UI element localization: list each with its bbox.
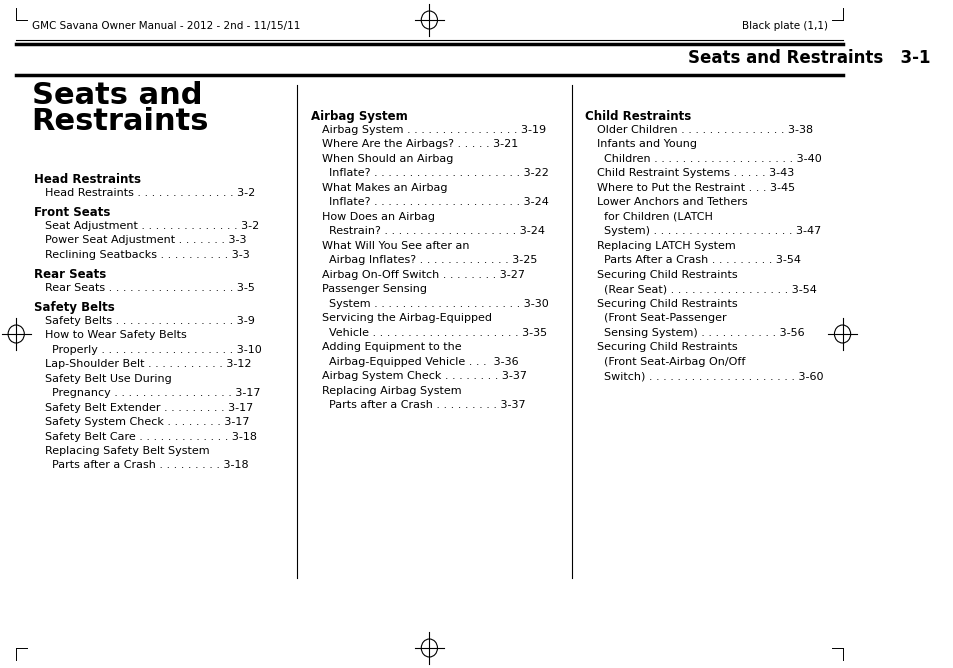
Text: Switch) . . . . . . . . . . . . . . . . . . . . . 3-60: Switch) . . . . . . . . . . . . . . . . …: [597, 371, 822, 381]
Text: Front Seats: Front Seats: [34, 206, 111, 219]
Text: Older Children . . . . . . . . . . . . . . . 3-38: Older Children . . . . . . . . . . . . .…: [597, 124, 812, 134]
Text: GMC Savana Owner Manual - 2012 - 2nd - 11/15/11: GMC Savana Owner Manual - 2012 - 2nd - 1…: [31, 21, 299, 31]
Text: How to Wear Safety Belts: How to Wear Safety Belts: [45, 330, 187, 340]
Text: Seat Adjustment . . . . . . . . . . . . . . 3-2: Seat Adjustment . . . . . . . . . . . . …: [45, 220, 259, 230]
Text: Pregnancy . . . . . . . . . . . . . . . . . 3-17: Pregnancy . . . . . . . . . . . . . . . …: [45, 388, 260, 398]
Text: Black plate (1,1): Black plate (1,1): [741, 21, 827, 31]
Text: Children . . . . . . . . . . . . . . . . . . . . 3-40: Children . . . . . . . . . . . . . . . .…: [597, 154, 821, 164]
Text: Parts After a Crash . . . . . . . . . 3-54: Parts After a Crash . . . . . . . . . 3-…: [597, 255, 800, 265]
Text: (Front Seat-Passenger: (Front Seat-Passenger: [597, 313, 725, 323]
Text: Airbag On-Off Switch . . . . . . . . 3-27: Airbag On-Off Switch . . . . . . . . 3-2…: [322, 269, 525, 279]
Text: Rear Seats: Rear Seats: [34, 268, 107, 281]
Text: Airbag-Equipped Vehicle . . .  3-36: Airbag-Equipped Vehicle . . . 3-36: [322, 357, 518, 367]
Text: Vehicle . . . . . . . . . . . . . . . . . . . . . 3-35: Vehicle . . . . . . . . . . . . . . . . …: [322, 327, 547, 337]
Text: Airbag System Check . . . . . . . . 3-37: Airbag System Check . . . . . . . . 3-37: [322, 371, 527, 381]
Text: Where to Put the Restraint . . . 3-45: Where to Put the Restraint . . . 3-45: [597, 182, 794, 192]
Text: Properly . . . . . . . . . . . . . . . . . . . 3-10: Properly . . . . . . . . . . . . . . . .…: [45, 345, 261, 355]
Text: Safety System Check . . . . . . . . 3-17: Safety System Check . . . . . . . . 3-17: [45, 417, 250, 427]
Text: Infants and Young: Infants and Young: [597, 139, 696, 149]
Text: for Children (LATCH: for Children (LATCH: [597, 212, 712, 222]
Text: Replacing Airbag System: Replacing Airbag System: [322, 385, 461, 395]
Text: Child Restraint Systems . . . . . 3-43: Child Restraint Systems . . . . . 3-43: [597, 168, 793, 178]
Text: (Front Seat-Airbag On/Off: (Front Seat-Airbag On/Off: [597, 357, 744, 367]
Text: Parts after a Crash . . . . . . . . . 3-37: Parts after a Crash . . . . . . . . . 3-…: [322, 400, 525, 410]
Text: Passenger Sensing: Passenger Sensing: [322, 284, 427, 294]
Text: Parts after a Crash . . . . . . . . . 3-18: Parts after a Crash . . . . . . . . . 3-…: [45, 460, 249, 470]
Text: Adding Equipment to the: Adding Equipment to the: [322, 342, 461, 352]
Text: Sensing System) . . . . . . . . . . . 3-56: Sensing System) . . . . . . . . . . . 3-…: [597, 327, 803, 337]
Text: Reclining Seatbacks . . . . . . . . . . 3-3: Reclining Seatbacks . . . . . . . . . . …: [45, 250, 250, 259]
Text: How Does an Airbag: How Does an Airbag: [322, 212, 435, 222]
Text: Restrain? . . . . . . . . . . . . . . . . . . . 3-24: Restrain? . . . . . . . . . . . . . . . …: [322, 226, 545, 236]
Text: System . . . . . . . . . . . . . . . . . . . . . 3-30: System . . . . . . . . . . . . . . . . .…: [322, 299, 548, 309]
Text: Safety Belt Extender . . . . . . . . . 3-17: Safety Belt Extender . . . . . . . . . 3…: [45, 403, 253, 413]
Text: Power Seat Adjustment . . . . . . . 3-3: Power Seat Adjustment . . . . . . . 3-3: [45, 235, 246, 245]
Text: Safety Belts . . . . . . . . . . . . . . . . . 3-9: Safety Belts . . . . . . . . . . . . . .…: [45, 315, 254, 325]
Text: Replacing LATCH System: Replacing LATCH System: [597, 240, 735, 250]
Text: (Rear Seat) . . . . . . . . . . . . . . . . . 3-54: (Rear Seat) . . . . . . . . . . . . . . …: [597, 284, 816, 294]
Text: Where Are the Airbags? . . . . . 3-21: Where Are the Airbags? . . . . . 3-21: [322, 139, 518, 149]
Text: Seats and: Seats and: [31, 81, 202, 110]
Text: Securing Child Restraints: Securing Child Restraints: [597, 299, 737, 309]
Text: Child Restraints: Child Restraints: [584, 110, 691, 123]
Text: Servicing the Airbag-Equipped: Servicing the Airbag-Equipped: [322, 313, 492, 323]
Text: Replacing Safety Belt System: Replacing Safety Belt System: [45, 446, 210, 456]
Text: Airbag System: Airbag System: [311, 110, 407, 123]
Text: Rear Seats . . . . . . . . . . . . . . . . . . 3-5: Rear Seats . . . . . . . . . . . . . . .…: [45, 283, 254, 293]
Text: Lower Anchors and Tethers: Lower Anchors and Tethers: [597, 197, 746, 207]
Text: Head Restraints: Head Restraints: [34, 173, 141, 186]
Text: Securing Child Restraints: Securing Child Restraints: [597, 342, 737, 352]
Text: Lap-Shoulder Belt . . . . . . . . . . . 3-12: Lap-Shoulder Belt . . . . . . . . . . . …: [45, 359, 252, 369]
Text: Safety Belt Care . . . . . . . . . . . . . 3-18: Safety Belt Care . . . . . . . . . . . .…: [45, 432, 256, 442]
Text: Airbag System . . . . . . . . . . . . . . . . 3-19: Airbag System . . . . . . . . . . . . . …: [322, 124, 546, 134]
Text: Seats and Restraints   3-1: Seats and Restraints 3-1: [687, 49, 929, 67]
Text: When Should an Airbag: When Should an Airbag: [322, 154, 454, 164]
Text: Inflate? . . . . . . . . . . . . . . . . . . . . . 3-24: Inflate? . . . . . . . . . . . . . . . .…: [322, 197, 549, 207]
Text: What Makes an Airbag: What Makes an Airbag: [322, 182, 447, 192]
Text: Securing Child Restraints: Securing Child Restraints: [597, 269, 737, 279]
Text: Safety Belt Use During: Safety Belt Use During: [45, 373, 172, 383]
Text: System) . . . . . . . . . . . . . . . . . . . . 3-47: System) . . . . . . . . . . . . . . . . …: [597, 226, 821, 236]
Text: Inflate? . . . . . . . . . . . . . . . . . . . . . 3-22: Inflate? . . . . . . . . . . . . . . . .…: [322, 168, 549, 178]
Text: What Will You See after an: What Will You See after an: [322, 240, 469, 250]
Text: Airbag Inflates? . . . . . . . . . . . . . 3-25: Airbag Inflates? . . . . . . . . . . . .…: [322, 255, 537, 265]
Text: Safety Belts: Safety Belts: [34, 301, 114, 314]
Text: Restraints: Restraints: [31, 107, 209, 136]
Text: Head Restraints . . . . . . . . . . . . . . 3-2: Head Restraints . . . . . . . . . . . . …: [45, 188, 255, 198]
